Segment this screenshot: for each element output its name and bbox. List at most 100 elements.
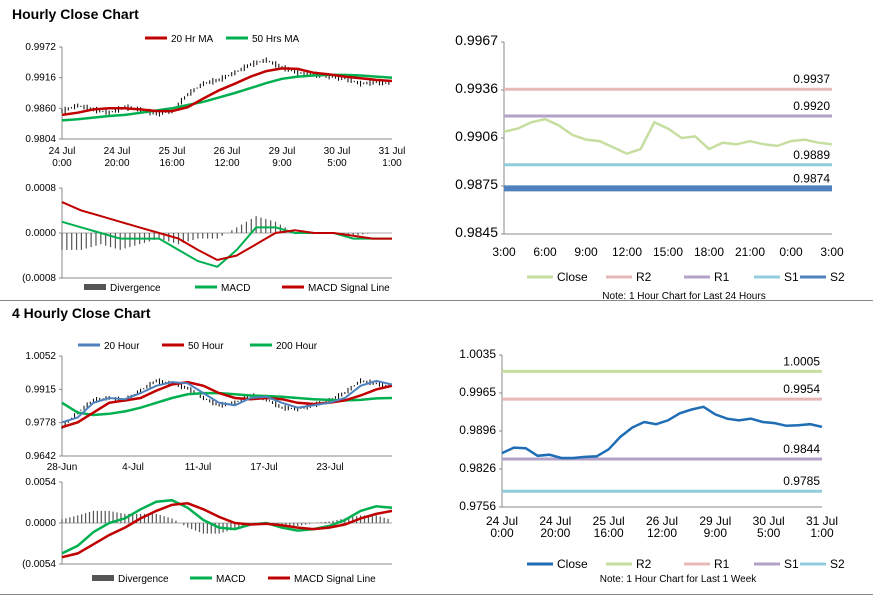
four-hourly-h50-legend-label: 50 Hour <box>188 341 224 352</box>
four-hourly-sr-y-tick-label: 0.9756 <box>459 499 496 513</box>
four-hourly-price-y-tick-label: 0.9915 <box>25 384 56 395</box>
four-hourly-price-x-tick-label: 17-Jul <box>250 462 277 473</box>
hourly-macd-y-tick-label: 0.0008 <box>25 183 56 194</box>
section-divider <box>0 300 873 301</box>
hourly-price-y-tick-label: 0.9804 <box>25 134 56 145</box>
four-hourly-sr-level-label-s1: 0.9844 <box>783 442 820 456</box>
hourly-sr-level-label-r1: 0.9920 <box>793 99 830 113</box>
hourly-sr-x-tick-label: 15:00 <box>653 245 683 259</box>
hourly-price-x-tick-label: 26 Jul <box>214 146 241 157</box>
four-hourly-price-y-tick-label: 1.0052 <box>25 351 56 362</box>
hourly-price-x-tick-label: 31 Jul <box>379 146 406 157</box>
hourly-ma20-line <box>61 67 393 117</box>
hourly-sr-x-tick-label: 21:00 <box>735 245 765 259</box>
hourly-price-y-tick-label: 0.9972 <box>25 42 56 53</box>
hourly-signal-legend-label: MACD Signal Line <box>308 283 390 294</box>
hourly-sr-y-tick-label: 0.9936 <box>455 80 498 96</box>
four-hourly-sr-x-tick-label: 26 Jul <box>646 514 678 528</box>
hourly-sr-x-tick-label: 0:00 <box>779 245 803 259</box>
hourly-macd-y-tick-label: (0.0008 <box>22 273 56 284</box>
four-hourly-macd-y-tick-label: 0.0054 <box>25 477 56 488</box>
hourly-price-x-tick-label: 24 Jul <box>49 146 76 157</box>
hourly-sr-x-tick-label: 12:00 <box>612 245 642 259</box>
four-hourly-sr-y-tick-label: 1.0035 <box>459 347 496 361</box>
hourly-sr-y-tick-label: 0.9906 <box>455 128 498 144</box>
four-hourly-sr-x-tick-label-time: 16:00 <box>594 526 624 540</box>
four-hourly-price-x-tick-label: 4-Jul <box>122 462 144 473</box>
hourly-ma20-legend-label: 20 Hr MA <box>171 34 214 45</box>
hourly-price-x-tick-label: 30 Jul <box>324 146 351 157</box>
hourly-price-x-tick-label-time: 0:00 <box>52 158 72 169</box>
hourly-price-x-tick-label-time: 5:00 <box>327 158 347 169</box>
four-hourly-sr-x-tick-label: 29 Jul <box>699 514 731 528</box>
hourly-sr-y-tick-label: 0.9875 <box>455 176 498 192</box>
hourly-ma50-line <box>61 73 393 122</box>
four-hourly-sr-legend-label: R1 <box>714 557 730 571</box>
four-hourly-h20-line <box>61 379 393 424</box>
hourly-sr-note: Note: 1 Hour Chart for Last 24 Hours <box>602 291 765 302</box>
hourly-macd-line <box>61 220 392 268</box>
four-hourly-h200-legend-label: 200 Hour <box>276 341 318 352</box>
hourly-price-x-tick-label-time: 12:00 <box>214 158 239 169</box>
hourly-sr-level-label-s2: 0.9874 <box>793 171 830 185</box>
four-hourly-sr-x-tick-label-time: 1:00 <box>810 526 834 540</box>
hourly-sr-legend-label: S1 <box>784 270 799 284</box>
four-hourly-h20-legend-label: 20 Hour <box>104 341 140 352</box>
hourly-sr-y-tick-label: 0.9845 <box>455 224 498 240</box>
four-hourly-price-y-tick-label: 0.9642 <box>25 451 56 462</box>
hourly-sr-x-tick-label: 9:00 <box>574 245 598 259</box>
hourly-macd-legend-label: MACD <box>221 283 250 294</box>
four-hourly-macd-legend-label: MACD <box>216 574 245 585</box>
hourly-price-x-tick-label: 29 Jul <box>269 146 296 157</box>
four-hourly-sr-x-tick-label: 25 Jul <box>593 514 625 528</box>
four-hourly-sr-x-tick-label: 31 Jul <box>806 514 838 528</box>
hourly-price-x-tick-label: 25 Jul <box>159 146 186 157</box>
hourly-price-x-tick-label-time: 1:00 <box>382 158 402 169</box>
hourly-price-x-tick-label-time: 20:00 <box>104 158 129 169</box>
hourly-sr-x-tick-label: 18:00 <box>694 245 724 259</box>
four-hourly-h50-line <box>61 380 393 429</box>
four-hourly-sr-legend-label: Close <box>557 557 588 571</box>
four-hourly-sr-level-label-s2: 0.9785 <box>783 474 820 488</box>
hourly-sr-legend-label: S2 <box>830 270 845 284</box>
hourly-sr-close-line <box>503 117 833 156</box>
four-hourly-sr-note: Note: 1 Hour Chart for Last 1 Week <box>600 574 758 585</box>
four-hourly-sr-x-tick-label: 24 Jul <box>539 514 571 528</box>
four-hourly-divergence-legend-label: Divergence <box>118 574 169 585</box>
hourly-sr-x-tick-label: 3:00 <box>492 245 516 259</box>
four-hourly-sr-level-label-r2: 1.0005 <box>783 354 820 368</box>
four-hourly-sr-y-tick-label: 0.9896 <box>459 423 496 437</box>
four-hourly-price-x-tick-label: 11-Jul <box>185 462 212 473</box>
four-hourly-price-x-tick-label: 28-Jun <box>47 462 78 473</box>
hourly-sr-legend-label: R2 <box>636 270 652 284</box>
four-hourly-sr-x-tick-label-time: 5:00 <box>757 526 781 540</box>
four-hourly-sr-x-tick-label: 30 Jul <box>753 514 785 528</box>
section-title-four-hourly: 4 Hourly Close Chart <box>12 305 151 321</box>
four-hourly-price-y-tick-label: 0.9778 <box>25 418 56 429</box>
section-title-hourly: Hourly Close Chart <box>12 6 139 22</box>
four-hourly-macd-signal-line <box>61 502 393 559</box>
four-hourly-sr-x-tick-label-time: 9:00 <box>704 526 728 540</box>
hourly-divergence-legend-swatch <box>84 284 106 290</box>
four-hourly-macd-y-tick-label: 0.0000 <box>25 518 56 529</box>
hourly-sr-level-label-s1: 0.9889 <box>793 148 830 162</box>
hourly-price-x-tick-label-time: 9:00 <box>272 158 292 169</box>
hourly-sr-legend-label: R1 <box>714 270 730 284</box>
four-hourly-macd-y-tick-label: (0.0054 <box>22 559 56 570</box>
four-hourly-sr-x-tick-label: 24 Jul <box>486 514 518 528</box>
four-hourly-sr-x-tick-label-time: 12:00 <box>647 526 677 540</box>
four-hourly-macd-line <box>61 498 393 555</box>
hourly-divergence-legend-label: Divergence <box>110 283 161 294</box>
hourly-ma50-legend-label: 50 Hrs MA <box>252 34 300 45</box>
four-hourly-divergence-legend-swatch <box>92 575 114 581</box>
hourly-sr-level-label-r2: 0.9937 <box>793 72 830 86</box>
hourly-macd-y-tick-label: 0.0000 <box>25 228 56 239</box>
hourly-macd-signal-line <box>61 201 392 262</box>
hourly-price-y-tick-label: 0.9916 <box>25 73 56 84</box>
hourly-sr-legend-label: Close <box>557 270 588 284</box>
four-hourly-sr-y-tick-label: 0.9826 <box>459 461 496 475</box>
four-hourly-sr-y-tick-label: 0.9965 <box>459 385 496 399</box>
hourly-sr-x-tick-label: 6:00 <box>533 245 557 259</box>
four-hourly-sr-legend-label: R2 <box>636 557 652 571</box>
